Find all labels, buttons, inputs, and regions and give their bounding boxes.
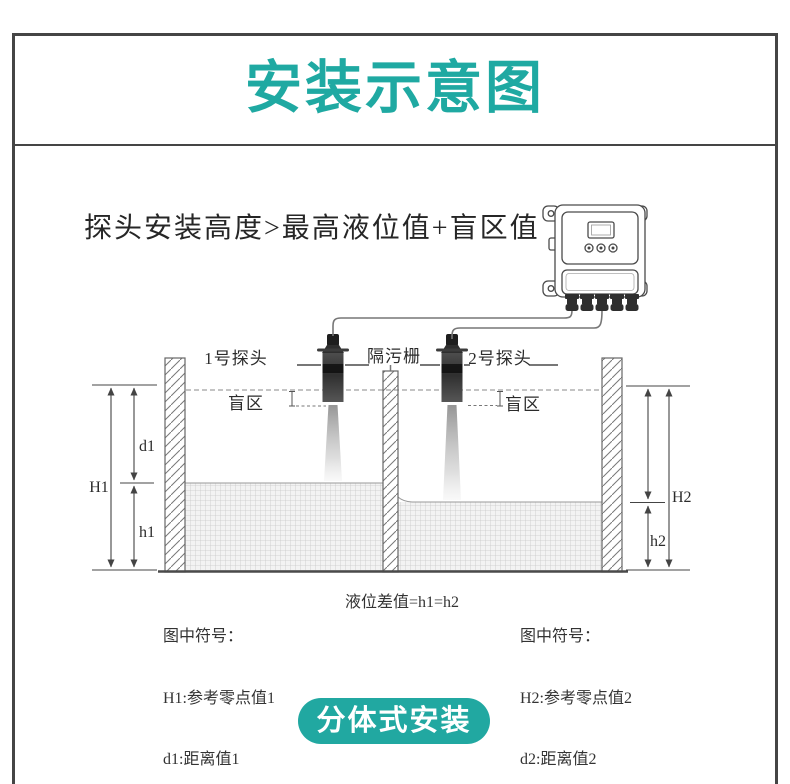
blind-zone-right-marker [468, 391, 503, 407]
legend-left-line: d1:距离值1 [163, 751, 240, 768]
wire-1 [332, 309, 573, 336]
dim-h2-label: h2 [650, 533, 666, 550]
title-bar: 安装示意图 [12, 33, 778, 144]
beam-2 [443, 405, 461, 500]
water-right [397, 496, 602, 572]
title-divider [12, 144, 778, 146]
probe-2 [436, 334, 468, 402]
dim-d1-label: d1 [139, 438, 155, 455]
wire-2 [451, 309, 603, 339]
legend-right-line: d2:距离值2 [520, 751, 597, 768]
outer-frame [12, 33, 778, 784]
right-wall [601, 357, 623, 573]
dimension-right [626, 385, 690, 571]
probe-1 [317, 334, 349, 402]
legend-left-line: H1:参考零点值1 [163, 689, 276, 707]
mount-type-badge: 分体式安装 [298, 698, 490, 744]
dim-H2-label: H2 [672, 489, 692, 506]
instruction-text: 探头安装高度>最高液位值+盲区值 [84, 213, 540, 244]
dimension-left [92, 384, 157, 571]
beam-1 [324, 405, 342, 481]
legend-right: 图中符号： H2:参考零点值2 d2:距离值2 h2:物位值2 h2=H2-d2 [520, 586, 670, 784]
legend-right-line: H2:参考零点值2 [520, 689, 633, 707]
legend-right-title: 图中符号： [520, 628, 601, 645]
dim-H1-label: H1 [89, 479, 109, 496]
left-wall [164, 357, 186, 573]
controller-unit [542, 204, 648, 311]
formula-text: 液位差值=h1=h2 [345, 594, 460, 611]
cable-glands [565, 294, 639, 311]
barrier-wall [382, 370, 399, 573]
controller-buttons [584, 243, 618, 253]
barrier-label: 隔污栅 [367, 347, 421, 366]
blind-zone-left-marker [289, 391, 326, 407]
dim-h1-label: h1 [139, 524, 155, 541]
blind-zone-right-label: 盲区 [505, 395, 541, 414]
probe1-label: 1号探头 [204, 349, 268, 368]
page-title: 安装示意图 [245, 56, 545, 120]
water-left [185, 482, 383, 572]
legend-left: 图中符号： H1:参考零点值1 d1:距离值1 h1:物位值1 h1=H1-d1 [163, 586, 313, 784]
blind-zone-left-label: 盲区 [228, 394, 264, 413]
mount-type-badge-label: 分体式安装 [316, 704, 472, 737]
legend-left-title: 图中符号： [163, 628, 244, 645]
probe2-label: 2号探头 [468, 349, 532, 368]
